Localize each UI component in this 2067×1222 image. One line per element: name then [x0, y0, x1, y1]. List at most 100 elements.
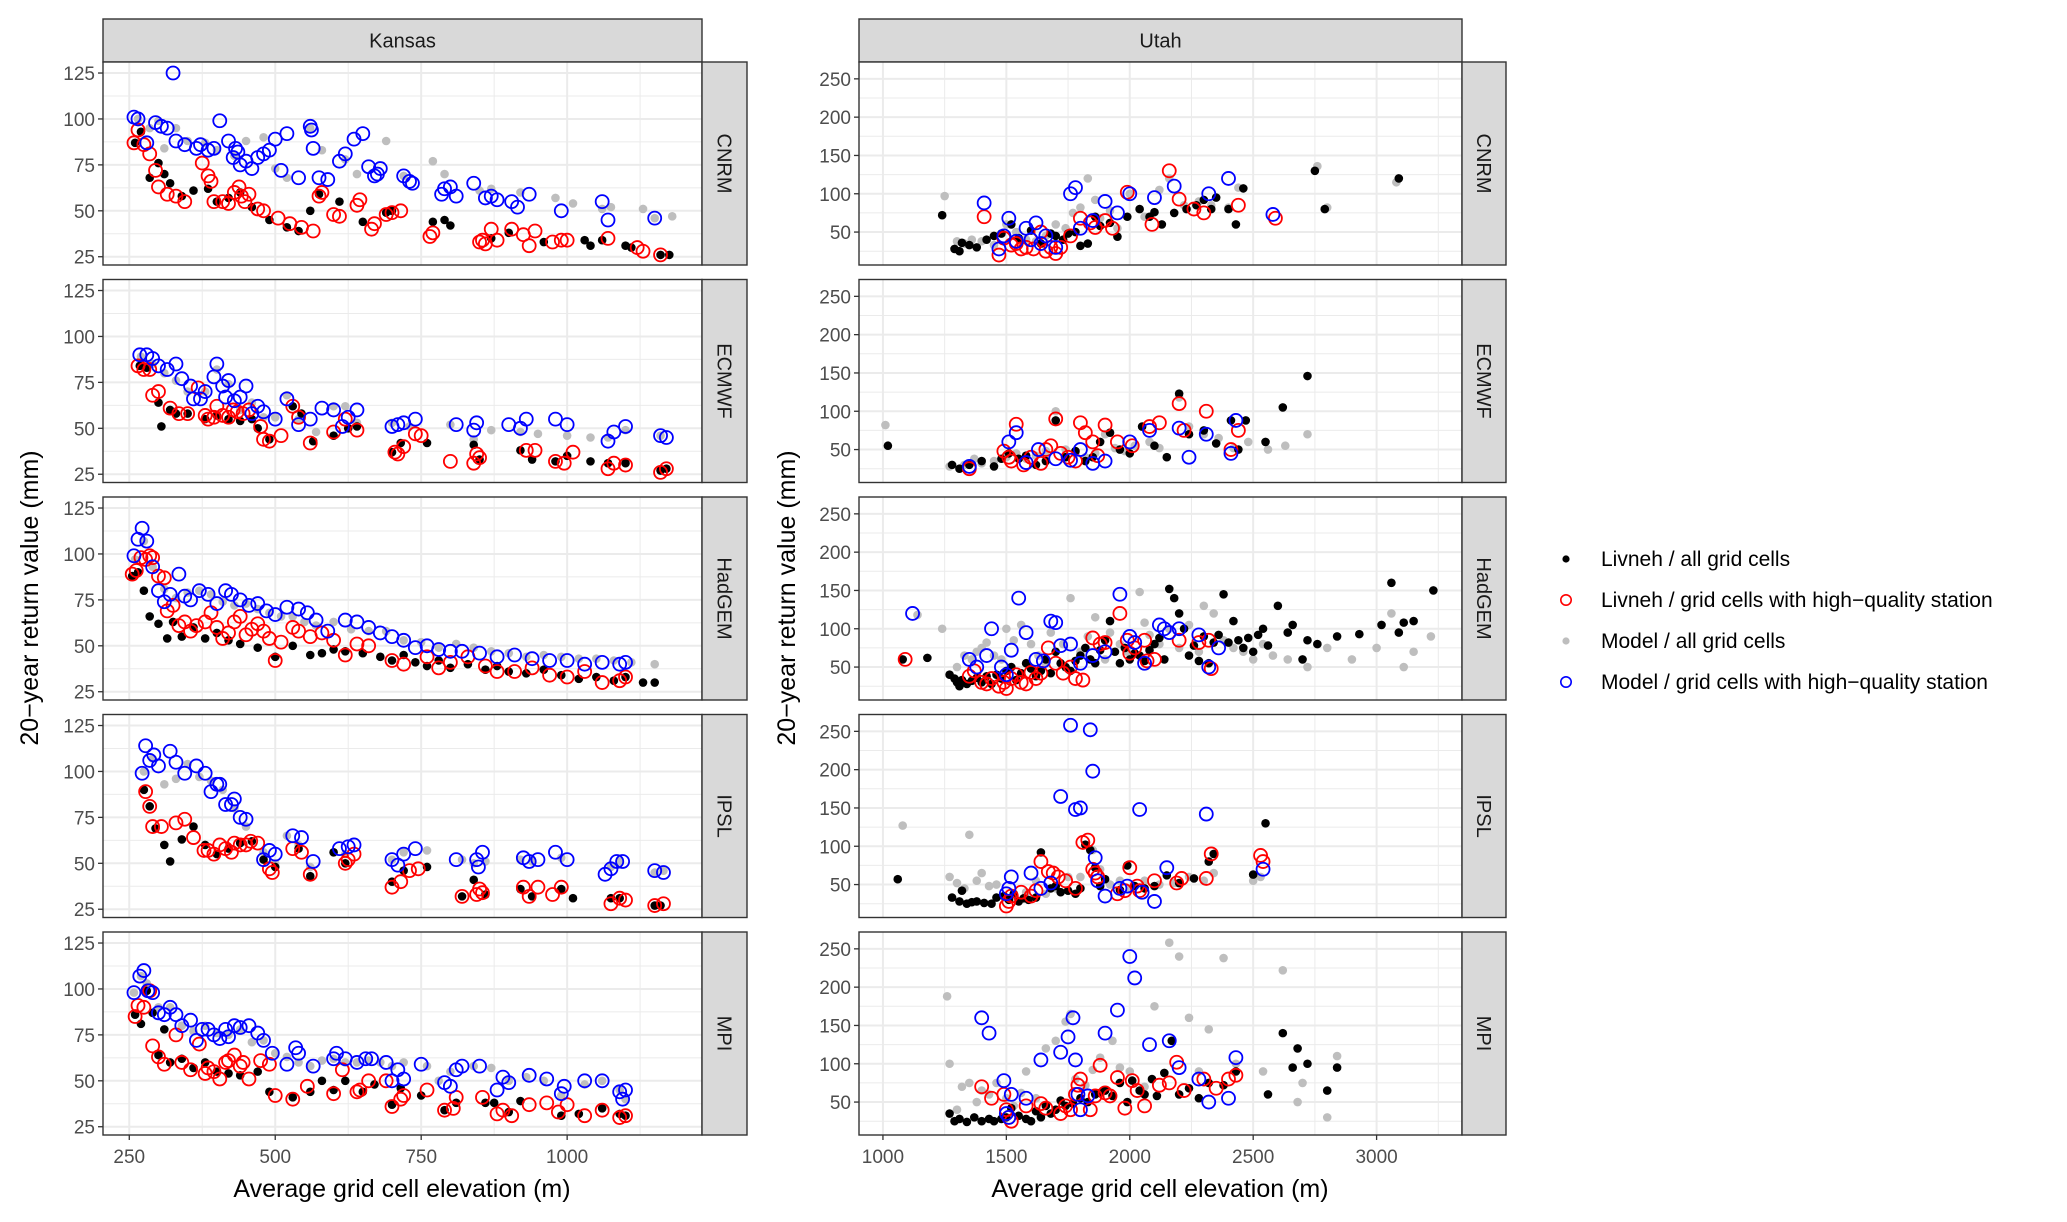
point-model-hq [134, 765, 150, 781]
point-model-all [1409, 647, 1418, 657]
point-livneh-all [1179, 624, 1189, 634]
point-livneh-all [1051, 647, 1061, 657]
point-livneh-hq [197, 408, 213, 423]
point-livneh-hq [475, 232, 490, 248]
point-livneh-hq [1191, 635, 1207, 650]
point-model-hq [238, 811, 254, 827]
point-livneh-hq [1023, 888, 1039, 904]
point-model-all [1283, 655, 1293, 664]
legend-item-model-all: Model / all grid cells [1562, 630, 1785, 653]
point-livneh-all [1226, 416, 1236, 425]
point-livneh-hq [145, 819, 161, 834]
point-livneh-hq [174, 1055, 190, 1070]
point-livneh-hq [559, 232, 575, 248]
x-tick-label: 2000 [1109, 1147, 1151, 1168]
point-model-hq [200, 142, 216, 158]
point-model-hq [1073, 1102, 1088, 1118]
point-livneh-all [937, 210, 947, 220]
point-livneh-all [162, 634, 172, 643]
point-model-hq [364, 1051, 379, 1067]
point-model-hq [1085, 763, 1101, 779]
point-model-hq [1003, 869, 1019, 885]
point-livneh-hq [1124, 438, 1140, 454]
point-model-all [1002, 624, 1011, 634]
point-model-hq [1132, 802, 1148, 817]
point-livneh-hq [250, 201, 266, 217]
point-model-all [422, 846, 432, 855]
point-livneh-hq [1085, 434, 1101, 450]
y-tick-label: 200 [819, 761, 851, 782]
point-livneh-all [1140, 656, 1149, 666]
point-livneh-hq [291, 409, 306, 425]
point-model-hq [1080, 1088, 1096, 1104]
point-livneh-all [305, 871, 315, 881]
point-livneh-hq [1221, 1071, 1236, 1087]
point-livneh-hq [232, 837, 248, 853]
point-model-hq [259, 603, 274, 619]
point-livneh-all [1278, 403, 1288, 412]
y-tick-label: 100 [819, 837, 851, 858]
point-model-hq [279, 126, 295, 142]
point-model-hq [594, 1073, 610, 1089]
point-model-hq [232, 1020, 248, 1035]
point-model-hq [647, 863, 663, 879]
point-livneh-hq [177, 194, 193, 210]
point-model-hq [183, 1012, 198, 1028]
point-livneh-hq [1267, 210, 1283, 226]
point-model-hq [437, 181, 452, 197]
point-model-hq [1127, 635, 1143, 650]
point-livneh-hq [1075, 672, 1091, 688]
column-kansas: Kansas255075100125CNRM255075100125ECMWF2… [63, 18, 748, 1168]
point-model-hq [390, 417, 406, 433]
point-livneh-all [259, 855, 268, 864]
point-model-hq [1087, 850, 1103, 866]
row-strip [701, 278, 748, 484]
point-livneh-all [586, 241, 595, 251]
point-model-hq [976, 195, 992, 211]
point-livneh-all [957, 886, 967, 895]
panel-kansas-ipsl: 25 50 75 100 125 IPSL [63, 713, 748, 921]
point-livneh-hq [232, 1058, 248, 1074]
point-livneh-all [1313, 639, 1322, 649]
point-livneh-all [189, 186, 198, 195]
point-model-hq [1008, 233, 1024, 249]
point-livneh-all [1248, 870, 1258, 879]
y-tick-label: 250 [819, 505, 851, 526]
point-livneh-hq [442, 453, 458, 469]
point-model-hq [171, 566, 187, 582]
point-livneh-hq [237, 194, 253, 210]
point-livneh-all [1194, 1093, 1204, 1103]
point-livneh-all [1239, 643, 1248, 653]
point-model-all [1108, 1036, 1117, 1046]
point-livneh-hq [1147, 873, 1162, 889]
y-tick-label: 150 [819, 364, 851, 385]
point-livneh-all [955, 246, 964, 256]
point-livneh-all [1206, 204, 1216, 214]
point-model-hq [267, 846, 283, 862]
point-livneh-hq [261, 433, 277, 449]
point-livneh-hq [1174, 871, 1190, 886]
point-model-hq [981, 1025, 997, 1041]
point-livneh-hq [127, 1009, 143, 1024]
point-livneh-hq [326, 207, 342, 222]
point-model-all [1164, 938, 1174, 948]
point-model-hq [507, 647, 522, 663]
point-livneh-all [1036, 1113, 1046, 1122]
point-model-all [898, 821, 907, 830]
point-livneh-all [650, 678, 660, 687]
point-model-hq [1147, 190, 1162, 205]
point-livneh-hq [422, 229, 438, 244]
point-livneh-all [1169, 208, 1179, 218]
point-livneh-hq [1016, 457, 1032, 473]
point-model-hq [489, 192, 505, 208]
point-livneh-all [1409, 616, 1418, 626]
panel-utah-mpi: 50 100 150 200 250 MPI 1000 1500 2000 2500 3000 [819, 931, 1507, 1168]
point-livneh-hq [431, 660, 447, 676]
point-model-hq [126, 985, 142, 1001]
point-model-hq [1142, 1037, 1157, 1053]
point-model-all [1113, 223, 1122, 233]
point-model-hq [466, 422, 482, 438]
point-model-all [667, 212, 677, 221]
point-livneh-all [1387, 578, 1396, 588]
y-tick-label: 200 [819, 108, 851, 129]
